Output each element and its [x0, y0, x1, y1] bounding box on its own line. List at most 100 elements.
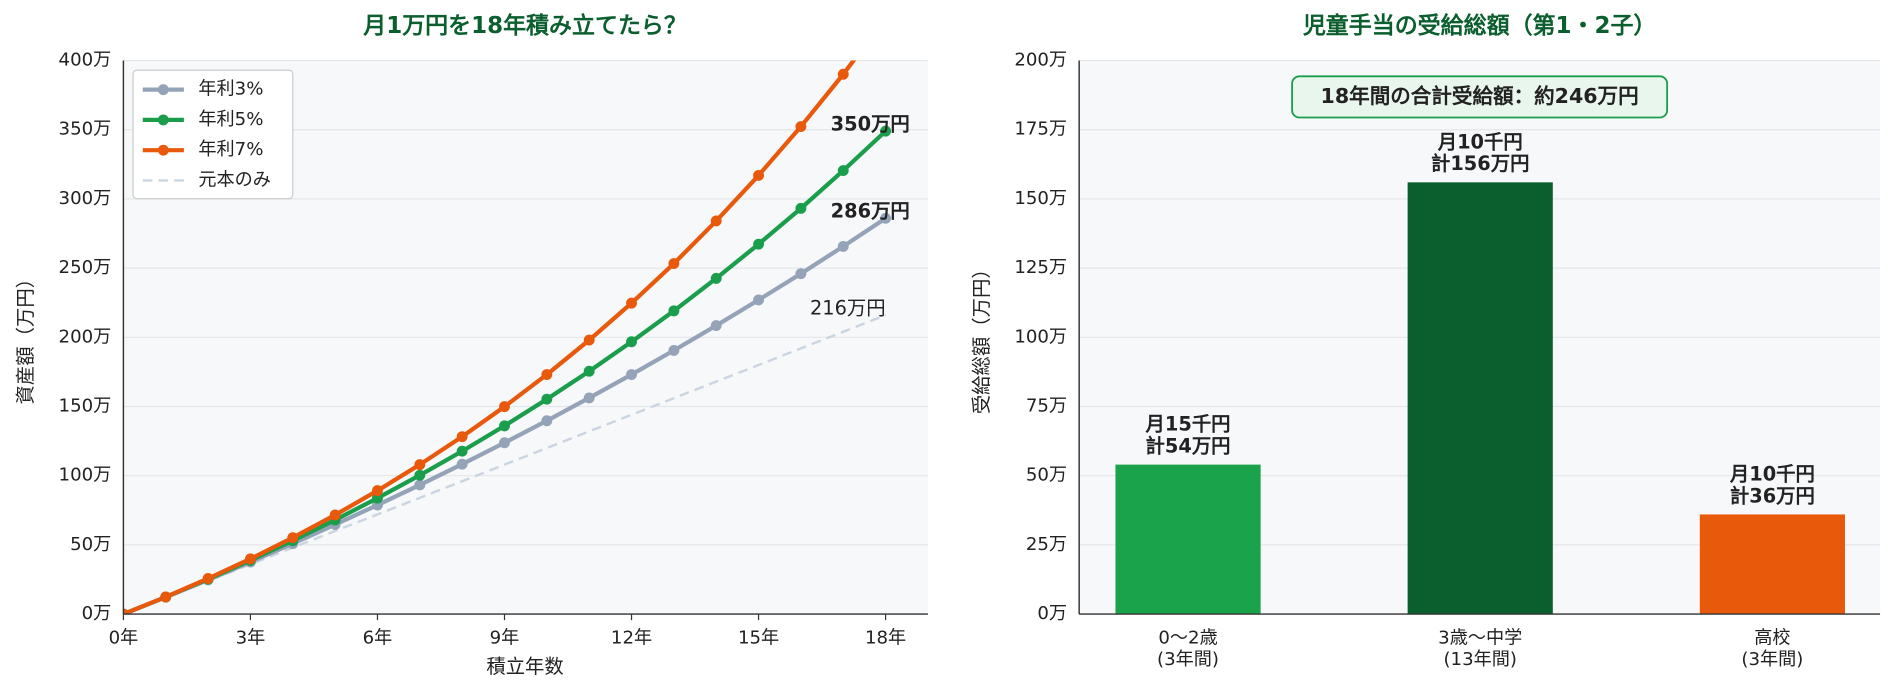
value-label: 月10千円計36万円 [1729, 462, 1815, 507]
x-tick-label: 12年 [611, 627, 652, 648]
y-axis-label: 資産額（万円） [14, 269, 37, 405]
value-label: 月15千円計54万円 [1145, 412, 1231, 457]
data-point [287, 532, 299, 544]
y-tick-label: 175万 [1014, 119, 1067, 140]
bar [1407, 182, 1553, 615]
data-point [372, 492, 383, 504]
data-point [202, 573, 214, 584]
data-point [160, 591, 172, 603]
y-tick-label: 0万 [1037, 603, 1067, 624]
data-point [880, 125, 892, 137]
data-point [710, 272, 722, 284]
y-tick-label: 300万 [59, 188, 112, 209]
data-point [541, 369, 553, 380]
summary-text: 18年間の合計受給額：約246万円 [1321, 84, 1639, 108]
x-tick-label: 18年 [865, 627, 906, 648]
data-point [372, 485, 383, 497]
data-point [668, 258, 680, 270]
x-tick-label: 0年 [109, 627, 139, 648]
legend-marker [157, 84, 169, 96]
y-tick-label: 350万 [59, 119, 112, 140]
data-point [668, 345, 680, 356]
data-point [414, 479, 426, 491]
legend-marker [157, 114, 169, 126]
data-point [499, 420, 510, 432]
data-point [329, 509, 341, 521]
y-tick-label: 0万 [82, 603, 112, 624]
y-tick-label: 150万 [1014, 188, 1067, 209]
data-point [456, 458, 468, 470]
x-tick-label: 高校(3年間) [1741, 627, 1803, 670]
x-axis-label: 積立年数 [486, 655, 563, 678]
data-point [626, 336, 637, 348]
y-tick-label: 50万 [1026, 465, 1067, 486]
data-point [710, 215, 722, 227]
data-point [753, 169, 765, 181]
data-point [837, 165, 849, 177]
end-label: 286万円 [831, 200, 910, 223]
data-point [456, 445, 468, 457]
legend-marker [157, 144, 169, 156]
data-point [626, 369, 637, 380]
data-point [880, 212, 892, 224]
data-point [123, 608, 129, 615]
data-point [414, 469, 426, 481]
y-tick-label: 200万 [59, 326, 112, 347]
data-point [541, 415, 553, 427]
y-tick-label: 400万 [59, 50, 112, 71]
x-tick-label: 15年 [738, 627, 779, 648]
data-point [456, 431, 468, 443]
x-tick-label: 0〜2歳(3年間) [1157, 627, 1219, 670]
bar-chart: 0万 25万 50万 75万 100万 125万 150万 175万 200万月15千円計54万… [1014, 50, 1881, 670]
end-label: 350万円 [831, 113, 910, 136]
data-point [499, 437, 510, 449]
x-tick-label: 3年 [236, 627, 266, 648]
y-tick-label: 50万 [70, 534, 111, 555]
data-point [583, 365, 595, 377]
data-point [583, 392, 595, 404]
data-point [626, 297, 637, 309]
y-tick-label: 125万 [1014, 257, 1067, 278]
chart-title: 児童手当の受給総額（第1・2子） [1302, 12, 1657, 39]
data-point [837, 240, 849, 252]
x-tick-label: 3歳〜中学(13年間) [1438, 627, 1522, 670]
y-tick-label: 200万 [1014, 50, 1067, 71]
series-line [123, 314, 887, 615]
x-tick-label: 6年 [363, 627, 393, 648]
x-tick-label: 9年 [490, 627, 520, 648]
legend-label: 元本のみ [198, 169, 271, 190]
summary-box [1291, 75, 1669, 119]
bar [1699, 514, 1845, 615]
legend-box [132, 69, 294, 200]
data-point [753, 294, 765, 306]
chart-title: 月1万円を18年積み立てたら？ [362, 12, 687, 39]
y-tick-label: 25万 [1026, 534, 1067, 555]
data-point [880, 12, 891, 23]
y-axis-label: 受給総額（万円） [970, 259, 993, 414]
legend-label: 年利3% [198, 79, 263, 100]
data-point [753, 238, 765, 250]
data-point [414, 459, 426, 471]
data-point [795, 202, 807, 214]
legend-label: 年利5% [198, 109, 263, 130]
data-point [244, 553, 256, 565]
bar [1115, 464, 1261, 615]
y-tick-label: 100万 [1014, 326, 1067, 347]
y-tick-label: 75万 [1026, 395, 1067, 416]
data-point [583, 334, 595, 346]
line-chart: 0万 50万 100万 150万 200万 250万 300万 350万 400万 0年 3年 6年 9… [59, 12, 928, 648]
data-point [541, 393, 553, 405]
y-tick-label: 100万 [59, 465, 112, 486]
data-point [837, 68, 849, 80]
data-point [499, 401, 510, 413]
data-point [795, 268, 807, 280]
data-point [710, 320, 722, 331]
value-label: 月10千円計156万円 [1431, 130, 1529, 175]
y-tick-label: 150万 [59, 395, 112, 416]
data-point [668, 305, 680, 317]
y-tick-label: 250万 [59, 257, 112, 278]
legend-label: 年利7% [198, 139, 263, 160]
data-point [795, 121, 807, 133]
end-label: 216万円 [810, 297, 886, 320]
